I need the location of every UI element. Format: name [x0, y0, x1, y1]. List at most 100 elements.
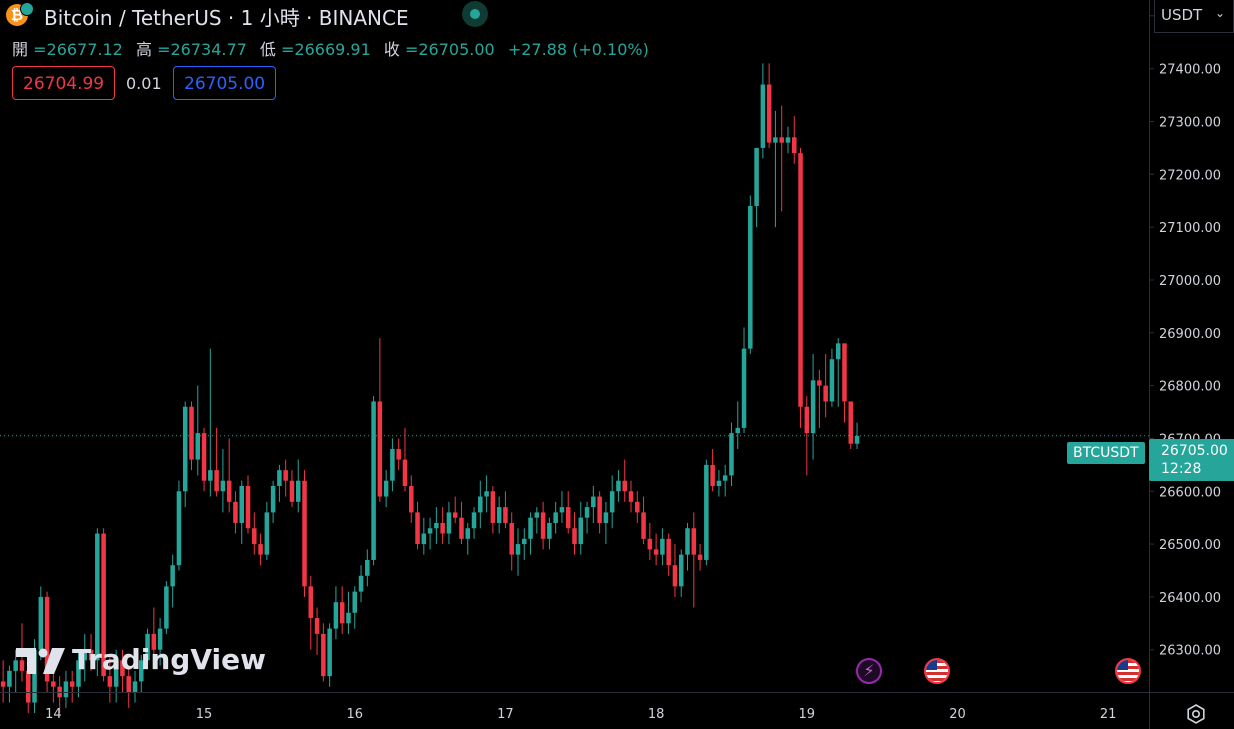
candle[interactable]	[76, 649, 81, 698]
candle[interactable]	[69, 670, 75, 703]
candles[interactable]	[0, 63, 860, 714]
candle[interactable]	[565, 491, 571, 534]
candle[interactable]	[471, 507, 477, 539]
candle[interactable]	[522, 528, 527, 560]
candle[interactable]	[704, 459, 709, 566]
candle[interactable]	[597, 491, 602, 534]
candle[interactable]	[365, 549, 370, 587]
candle[interactable]	[95, 528, 100, 677]
candle[interactable]	[534, 507, 540, 534]
candle[interactable]	[157, 618, 163, 666]
candle[interactable]	[0, 660, 6, 703]
candle[interactable]	[120, 649, 125, 692]
price-axis[interactable]: 26300.0026400.0026500.0026600.0026700.00…	[1149, 10, 1221, 659]
sell-button[interactable]: 26704.99	[12, 66, 116, 100]
candle[interactable]	[258, 533, 263, 566]
candle[interactable]	[82, 633, 88, 682]
candle[interactable]	[553, 501, 558, 534]
candle[interactable]	[314, 607, 320, 656]
candle[interactable]	[383, 470, 389, 508]
candle[interactable]	[503, 491, 508, 529]
time-axis[interactable]: 14 15 16 17 18 19 20 21	[45, 707, 1116, 722]
candle[interactable]	[515, 528, 521, 576]
candle[interactable]	[233, 491, 238, 534]
candle[interactable]	[13, 649, 18, 692]
candle[interactable]	[785, 126, 791, 154]
candle[interactable]	[591, 485, 596, 523]
candle[interactable]	[283, 459, 288, 497]
candle[interactable]	[848, 401, 854, 450]
candle[interactable]	[126, 665, 131, 708]
candle[interactable]	[829, 348, 835, 407]
candle[interactable]	[810, 353, 816, 460]
candle[interactable]	[145, 628, 150, 666]
candle[interactable]	[685, 522, 690, 571]
candle[interactable]	[660, 528, 665, 566]
candle[interactable]	[427, 517, 433, 550]
candle[interactable]	[339, 586, 345, 634]
candle[interactable]	[132, 670, 138, 703]
candle[interactable]	[302, 470, 307, 597]
candle[interactable]	[421, 517, 427, 555]
candle[interactable]	[346, 591, 351, 634]
candle[interactable]	[741, 327, 747, 434]
candle[interactable]	[616, 470, 621, 502]
candle[interactable]	[107, 655, 113, 703]
candle[interactable]	[710, 449, 715, 492]
candle[interactable]	[390, 438, 395, 492]
candle[interactable]	[101, 528, 106, 682]
candle[interactable]	[220, 449, 226, 513]
candle[interactable]	[760, 63, 766, 159]
buy-button[interactable]: 26705.00	[173, 66, 277, 100]
us-flag-event-icon[interactable]	[1115, 658, 1141, 684]
candle[interactable]	[779, 105, 784, 212]
candle[interactable]	[7, 665, 12, 703]
candle[interactable]	[408, 475, 414, 523]
candle[interactable]	[722, 464, 728, 497]
settings-icon[interactable]	[1184, 702, 1208, 726]
status-dot-icon[interactable]	[462, 1, 488, 27]
candle[interactable]	[176, 480, 182, 571]
candle[interactable]	[635, 491, 640, 523]
candle[interactable]	[208, 348, 213, 497]
candle[interactable]	[716, 470, 722, 497]
candle[interactable]	[358, 565, 364, 603]
candle[interactable]	[415, 501, 420, 550]
candle[interactable]	[88, 633, 94, 671]
candle[interactable]	[270, 480, 276, 523]
candle[interactable]	[697, 544, 703, 571]
candle[interactable]	[189, 401, 194, 471]
candle[interactable]	[195, 385, 201, 476]
candle[interactable]	[835, 338, 841, 407]
candle[interactable]	[113, 649, 119, 703]
candle[interactable]	[754, 147, 759, 228]
chart-title[interactable]: Bitcoin / TetherUS · 1 小時 · BINANCE	[44, 6, 409, 30]
candle[interactable]	[245, 475, 251, 534]
candle[interactable]	[459, 501, 464, 545]
candle[interactable]	[214, 427, 219, 497]
candle[interactable]	[295, 459, 301, 513]
candle[interactable]	[798, 147, 803, 428]
candle[interactable]	[289, 470, 295, 508]
candle[interactable]	[371, 396, 376, 566]
candle[interactable]	[201, 427, 207, 492]
candle[interactable]	[628, 480, 634, 513]
candle[interactable]	[164, 581, 169, 634]
candle[interactable]	[641, 496, 646, 545]
candle[interactable]	[572, 512, 577, 555]
candle[interactable]	[465, 522, 471, 555]
candle[interactable]	[44, 591, 50, 692]
candle[interactable]	[440, 507, 445, 545]
candle[interactable]	[609, 475, 615, 529]
candle[interactable]	[584, 501, 590, 534]
us-flag-event-icon[interactable]	[924, 658, 950, 684]
candle[interactable]	[327, 623, 332, 687]
candle[interactable]	[672, 544, 678, 597]
candle[interactable]	[182, 401, 188, 508]
candle[interactable]	[452, 496, 458, 523]
candle[interactable]	[622, 459, 627, 502]
candle[interactable]	[603, 501, 609, 545]
candle[interactable]	[139, 655, 144, 692]
candle[interactable]	[352, 586, 358, 629]
